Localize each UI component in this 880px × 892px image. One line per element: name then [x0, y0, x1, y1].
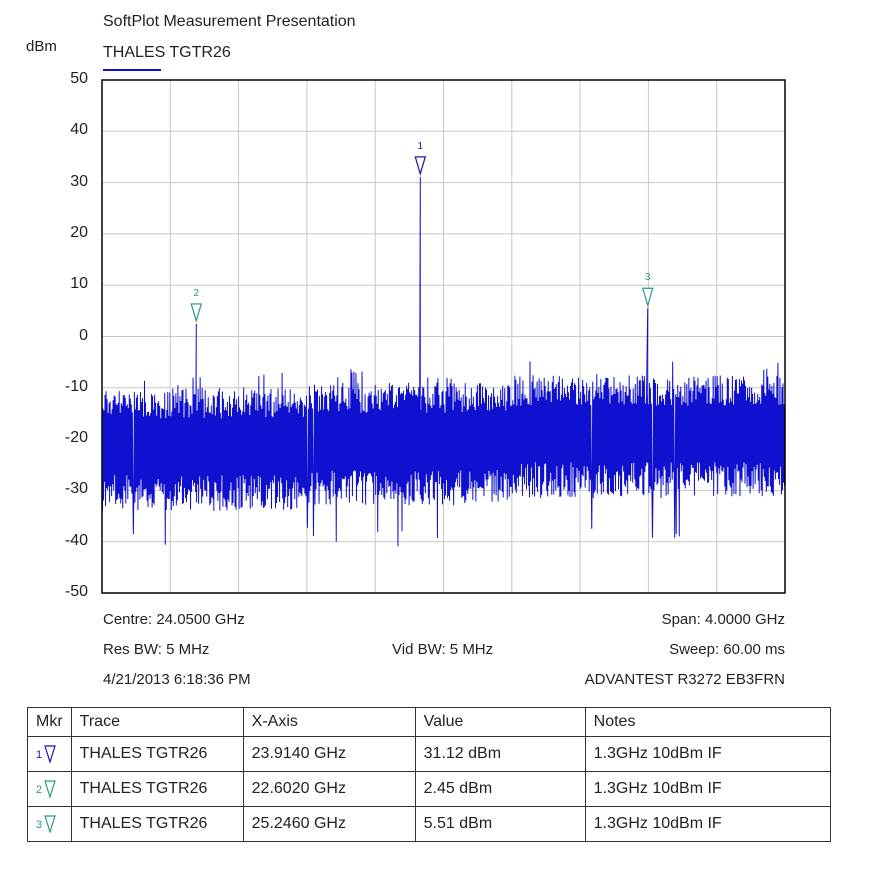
sweep-time: Sweep: 60.00 ms: [669, 641, 785, 658]
y-tick-label: 0: [79, 326, 88, 344]
marker-number: 3: [36, 819, 43, 832]
table-row: 1 THALES TGTR26 23.9140 GHz 31.12 dBm 1.3GHz…: [27, 736, 832, 772]
y-tick-label: 20: [70, 223, 88, 241]
marker-triangle-icon: [44, 745, 56, 763]
value-cell: 5.51 dBm: [414, 806, 586, 842]
video-bandwidth: Vid BW: 5 MHz: [392, 641, 494, 658]
marker-table-header: Mkr Trace X-Axis Value Notes: [27, 707, 832, 737]
y-tick-label: 10: [70, 275, 88, 293]
y-tick-label: -50: [64, 583, 88, 600]
header-value: Value: [414, 707, 586, 737]
trace-cell: THALES TGTR26: [70, 736, 244, 772]
marker-number: 1: [36, 749, 43, 762]
y-axis-unit: dBm: [26, 38, 57, 55]
marker-label: 3: [645, 272, 651, 283]
marker-cell: 3: [27, 806, 72, 842]
spectrum-trace: [101, 176, 786, 547]
marker-cell: 1: [27, 736, 72, 772]
x-axis-cell: 22.6020 GHz: [242, 771, 416, 807]
marker-number: 2: [36, 784, 43, 797]
marker-2: 2: [190, 288, 203, 324]
value-cell: 2.45 dBm: [414, 771, 586, 807]
y-tick-label: -30: [64, 480, 88, 498]
marker-label: 1: [417, 141, 423, 152]
app-title: SoftPlot Measurement Presentation: [103, 13, 356, 30]
notes-cell: 1.3GHz 10dBm IF: [584, 806, 832, 842]
trace-cell: THALES TGTR26: [70, 806, 244, 842]
header-notes: Notes: [584, 707, 832, 737]
plot-frame: [101, 79, 786, 594]
instrument-name: ADVANTEST R3272 EB3FRN: [584, 671, 785, 688]
marker-cell: 2: [27, 771, 72, 807]
resolution-bandwidth: Res BW: 5 MHz: [103, 641, 210, 658]
header-mkr: Mkr: [27, 707, 72, 737]
centre-frequency: Centre: 24.0500 GHz: [103, 611, 245, 628]
y-tick-label: 30: [70, 172, 88, 190]
x-axis-cell: 25.2460 GHz: [242, 806, 416, 842]
marker-triangle-icon: [190, 303, 203, 324]
peak-markers: 1 2 3: [190, 141, 654, 324]
trace-cell: THALES TGTR26: [70, 771, 244, 807]
marker-triangle-icon: [44, 780, 56, 798]
trace-legend-label: THALES TGTR26: [103, 44, 231, 61]
span: Span: 4.0000 GHz: [661, 611, 785, 628]
header-x-axis: X-Axis: [242, 707, 416, 737]
trace-legend-line: [103, 69, 161, 71]
y-tick-label: 50: [70, 70, 88, 87]
notes-cell: 1.3GHz 10dBm IF: [584, 771, 832, 807]
timestamp: 4/21/2013 6:18:36 PM: [103, 671, 251, 688]
y-tick-label: -20: [64, 429, 88, 447]
y-tick-label: -40: [64, 531, 88, 549]
marker-triangle-icon: [414, 156, 427, 176]
marker-triangle-icon: [641, 287, 654, 308]
trace-path: [101, 176, 786, 547]
value-cell: 31.12 dBm: [414, 736, 586, 772]
marker-1: 1: [414, 141, 427, 176]
header-trace: Trace: [70, 707, 244, 737]
table-row: 3 THALES TGTR26 25.2460 GHz 5.51 dBm 1.3GHz …: [27, 806, 832, 842]
y-tick-label: -10: [64, 377, 88, 395]
marker-3: 3: [641, 272, 654, 308]
table-row: 2 THALES TGTR26 22.6020 GHz 2.45 dBm 1.3GHz …: [27, 771, 832, 807]
spectrum-plot: 1 2 3: [101, 79, 786, 594]
marker-table: Mkr Trace X-Axis Value Notes 1 THALES TGT…: [27, 707, 832, 842]
y-tick-label: 40: [70, 121, 88, 139]
x-axis-cell: 23.9140 GHz: [242, 736, 416, 772]
marker-triangle-icon: [44, 815, 56, 833]
plot-grid: [102, 80, 785, 593]
notes-cell: 1.3GHz 10dBm IF: [584, 736, 832, 772]
marker-label: 2: [193, 288, 199, 299]
